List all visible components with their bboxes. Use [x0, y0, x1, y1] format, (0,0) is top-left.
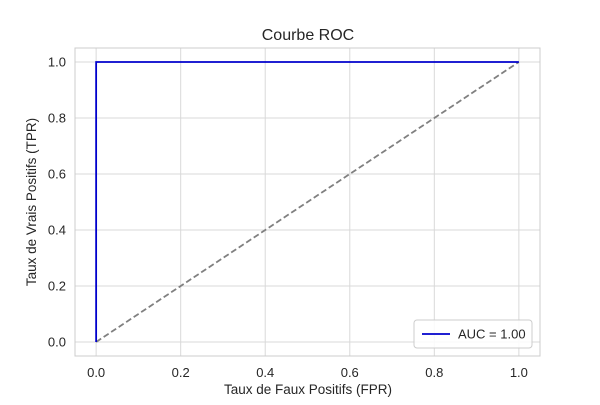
roc-curve-line — [95, 61, 519, 342]
chart-title: Courbe ROC — [262, 27, 354, 44]
legend-box — [413, 319, 533, 349]
x-tick-label: 0.2 — [172, 365, 190, 380]
legend: AUC = 1.00 — [413, 319, 533, 349]
y-tick-label: 0.6 — [48, 167, 66, 182]
y-tick-label: 1.0 — [48, 55, 66, 70]
x-tick-label: 0.4 — [256, 365, 274, 380]
plot-frame — [74, 47, 541, 357]
legend-label: AUC = 1.00 — [458, 327, 526, 342]
y-axis-label: Taux de Vrais Positifs (TPR) — [24, 118, 39, 286]
y-tick-label: 0.4 — [48, 223, 66, 238]
y-tick-label: 0.0 — [48, 335, 66, 350]
x-axis-label: Taux de Faux Positifs (FPR) — [224, 382, 392, 397]
x-tick-label: 0.6 — [341, 365, 359, 380]
x-tick-label: 0.0 — [87, 365, 105, 380]
y-tick-label: 0.8 — [48, 111, 66, 126]
diagonal-reference-line — [95, 61, 520, 343]
x-tick-label: 0.8 — [425, 365, 443, 380]
y-tick-label: 0.2 — [48, 279, 66, 294]
plot-area: 0.0 0.2 0.4 0.6 0.8 1.0 0.0 0.2 0.4 0.6 0.8 1.0 — [48, 47, 541, 380]
x-tick-label: 1.0 — [510, 365, 528, 380]
